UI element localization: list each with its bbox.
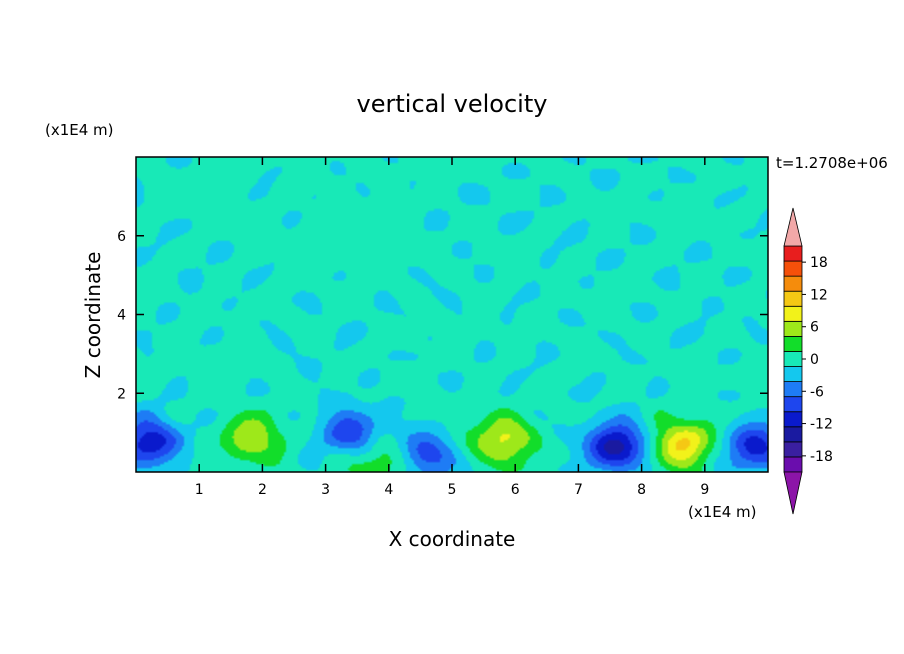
y-axis-label: Z coordinate: [81, 252, 105, 379]
x-tick-label: 4: [384, 482, 393, 498]
chart-title: vertical velocity: [357, 90, 548, 118]
colorbar: 18 12 6 0 -6 -12 -18: [783, 207, 833, 515]
y-tick-label: 6: [117, 229, 126, 245]
colorbar-tick-label: -12: [810, 417, 833, 433]
colorbar-swatch: [783, 351, 803, 367]
x-unit-label: (x1E4 m): [688, 503, 757, 521]
colorbar-swatch: [783, 320, 803, 337]
plot-area: [135, 156, 769, 473]
colorbar-tick-label: -6: [810, 384, 824, 400]
colorbar-swatch: [783, 245, 803, 262]
colorbar-swatch: [783, 366, 803, 382]
x-axis: 1 2 3 4 5 6 7 8 9: [195, 157, 709, 498]
colorbar-over-arrow: [783, 207, 803, 247]
x-tick-label: 8: [637, 482, 646, 498]
x-tick-label: 6: [511, 482, 520, 498]
y-unit-label: (x1E4 m): [45, 121, 114, 139]
colorbar-swatch: [783, 381, 803, 398]
x-tick-label: 3: [321, 482, 330, 498]
colorbar-tick-label: 12: [810, 287, 828, 303]
x-tick-label: 2: [258, 482, 267, 498]
x-tick-label: 7: [574, 482, 583, 498]
colorbar-swatch: [783, 426, 803, 443]
colorbar-swatch: [783, 396, 803, 413]
time-label: t=1.2708e+06: [776, 154, 888, 172]
colorbar-tick-label: 6: [810, 320, 819, 336]
colorbar-swatch: [783, 290, 803, 307]
x-tick-label: 1: [195, 482, 204, 498]
colorbar-swatch: [783, 411, 803, 428]
colorbar-swatch: [783, 441, 803, 458]
y-tick-label: 2: [117, 386, 126, 402]
colorbar-tick-label: 0: [810, 352, 819, 368]
colorbar-swatch: [783, 456, 803, 473]
colorbar-swatch: [783, 335, 803, 352]
x-tick-label: 5: [448, 482, 457, 498]
y-tick-label: 4: [117, 308, 126, 324]
colorbar-swatch: [783, 305, 803, 322]
x-axis-label: X coordinate: [389, 527, 516, 551]
colorbar-swatch: [783, 275, 803, 292]
y-axis: 2 4 6: [117, 229, 768, 402]
colorbar-swatch: [783, 260, 803, 277]
colorbar-tick-label: -18: [810, 449, 833, 465]
colorbar-tick-label: 18: [810, 255, 828, 271]
colorbar-under-arrow: [783, 471, 803, 515]
velocity-field: [136, 157, 768, 472]
x-tick-label: 9: [700, 482, 709, 498]
